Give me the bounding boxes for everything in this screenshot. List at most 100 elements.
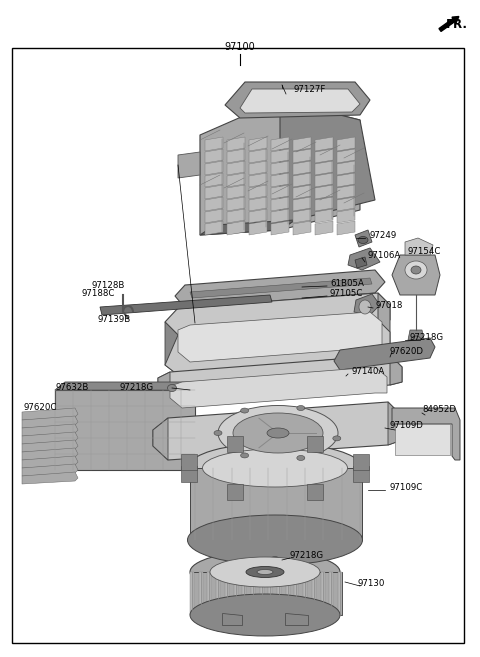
Polygon shape bbox=[353, 466, 369, 482]
Ellipse shape bbox=[240, 453, 249, 458]
Polygon shape bbox=[405, 238, 433, 255]
Polygon shape bbox=[355, 257, 367, 268]
Ellipse shape bbox=[203, 449, 348, 487]
Polygon shape bbox=[22, 416, 78, 428]
Polygon shape bbox=[249, 149, 267, 163]
Polygon shape bbox=[251, 572, 255, 615]
Polygon shape bbox=[22, 440, 78, 452]
Polygon shape bbox=[205, 197, 223, 211]
Polygon shape bbox=[293, 209, 311, 223]
Polygon shape bbox=[293, 173, 311, 187]
Ellipse shape bbox=[210, 557, 320, 587]
Polygon shape bbox=[227, 197, 245, 211]
Polygon shape bbox=[303, 572, 307, 615]
Polygon shape bbox=[200, 100, 360, 235]
Polygon shape bbox=[205, 221, 223, 235]
Polygon shape bbox=[205, 137, 223, 151]
Text: 97620C: 97620C bbox=[24, 403, 58, 413]
Text: 84952D: 84952D bbox=[422, 405, 456, 415]
Ellipse shape bbox=[271, 556, 279, 564]
Ellipse shape bbox=[233, 413, 323, 453]
Polygon shape bbox=[388, 402, 402, 445]
Polygon shape bbox=[271, 197, 289, 211]
Polygon shape bbox=[293, 185, 311, 199]
Polygon shape bbox=[199, 572, 203, 615]
Ellipse shape bbox=[214, 430, 222, 436]
Ellipse shape bbox=[190, 594, 340, 636]
Polygon shape bbox=[249, 197, 267, 211]
Polygon shape bbox=[170, 367, 387, 408]
Polygon shape bbox=[205, 173, 223, 187]
Polygon shape bbox=[271, 137, 289, 151]
Polygon shape bbox=[178, 152, 200, 178]
Polygon shape bbox=[337, 149, 355, 163]
Polygon shape bbox=[190, 278, 372, 298]
Polygon shape bbox=[293, 149, 311, 163]
Polygon shape bbox=[315, 137, 333, 151]
Polygon shape bbox=[55, 390, 195, 470]
Ellipse shape bbox=[168, 384, 177, 392]
Polygon shape bbox=[286, 572, 290, 615]
Ellipse shape bbox=[246, 566, 284, 578]
Ellipse shape bbox=[240, 408, 249, 413]
Ellipse shape bbox=[359, 300, 371, 314]
Ellipse shape bbox=[411, 266, 421, 274]
Polygon shape bbox=[321, 572, 324, 615]
Polygon shape bbox=[277, 572, 281, 615]
Polygon shape bbox=[285, 613, 308, 625]
Text: 97018: 97018 bbox=[375, 302, 402, 311]
Text: 97218G: 97218G bbox=[120, 384, 154, 392]
Polygon shape bbox=[294, 572, 299, 615]
Polygon shape bbox=[334, 338, 435, 370]
Polygon shape bbox=[337, 209, 355, 223]
Polygon shape bbox=[390, 355, 402, 385]
Polygon shape bbox=[205, 185, 223, 199]
Polygon shape bbox=[392, 408, 460, 460]
Text: 97140A: 97140A bbox=[352, 367, 385, 376]
Polygon shape bbox=[392, 255, 440, 295]
Polygon shape bbox=[293, 161, 311, 175]
Polygon shape bbox=[222, 613, 242, 625]
Ellipse shape bbox=[257, 570, 273, 574]
Ellipse shape bbox=[297, 455, 305, 461]
Polygon shape bbox=[227, 137, 245, 151]
Polygon shape bbox=[227, 161, 245, 175]
Polygon shape bbox=[225, 572, 229, 615]
Polygon shape bbox=[337, 197, 355, 211]
Polygon shape bbox=[355, 230, 372, 247]
Polygon shape bbox=[153, 402, 402, 460]
Polygon shape bbox=[22, 408, 78, 420]
Polygon shape bbox=[353, 454, 369, 470]
Polygon shape bbox=[337, 221, 355, 235]
Polygon shape bbox=[338, 572, 342, 615]
Ellipse shape bbox=[358, 237, 368, 244]
Polygon shape bbox=[205, 161, 223, 175]
Polygon shape bbox=[307, 436, 323, 452]
Polygon shape bbox=[271, 149, 289, 163]
Polygon shape bbox=[190, 468, 362, 540]
Polygon shape bbox=[227, 149, 245, 163]
Polygon shape bbox=[312, 572, 316, 615]
Polygon shape bbox=[395, 424, 450, 455]
Polygon shape bbox=[249, 137, 267, 151]
Polygon shape bbox=[22, 464, 78, 476]
Text: 97109C: 97109C bbox=[390, 482, 423, 491]
Polygon shape bbox=[228, 436, 243, 452]
Ellipse shape bbox=[218, 405, 338, 461]
Ellipse shape bbox=[411, 336, 421, 344]
Polygon shape bbox=[337, 161, 355, 175]
Polygon shape bbox=[337, 185, 355, 199]
Polygon shape bbox=[227, 209, 245, 223]
Polygon shape bbox=[228, 484, 243, 500]
Polygon shape bbox=[22, 424, 78, 436]
Ellipse shape bbox=[333, 436, 341, 441]
FancyArrow shape bbox=[439, 16, 459, 32]
Polygon shape bbox=[190, 572, 194, 615]
Polygon shape bbox=[260, 572, 264, 615]
Text: 97620D: 97620D bbox=[390, 348, 424, 357]
Text: FR.: FR. bbox=[446, 18, 468, 31]
Polygon shape bbox=[216, 572, 220, 615]
Text: 97130: 97130 bbox=[358, 579, 385, 589]
Polygon shape bbox=[249, 221, 267, 235]
Polygon shape bbox=[315, 185, 333, 199]
